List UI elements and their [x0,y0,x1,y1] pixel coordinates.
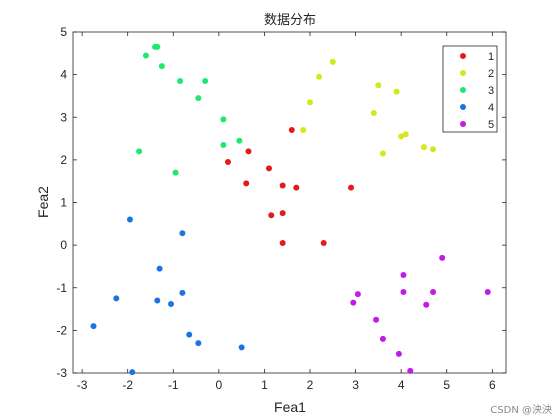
data-point-series-4 [179,289,186,296]
legend-label-2: 2 [488,68,494,80]
data-point-series-3 [220,141,227,148]
data-point-series-4 [154,297,161,304]
data-point-series-2 [393,88,400,95]
x-tick-label: 5 [443,378,450,392]
watermark-text: CSDN @泱泱 [490,405,552,416]
y-tick-label: -2 [56,323,67,337]
data-point-series-5 [423,301,430,308]
data-point-series-1 [265,165,272,172]
y-axis-label: Fea2 [35,186,51,218]
data-point-series-4 [90,323,97,330]
data-point-series-5 [373,316,380,323]
data-point-series-2 [300,127,307,134]
data-point-series-4 [129,369,136,376]
data-point-series-3 [195,95,202,102]
data-point-series-3 [177,78,184,85]
data-point-series-5 [350,299,357,306]
data-point-series-5 [400,271,407,278]
legend-marker-3 [460,87,466,93]
data-point-series-2 [402,131,409,138]
y-tick-label: 5 [60,25,67,39]
data-point-series-4 [113,295,120,302]
data-point-series-2 [375,82,382,89]
x-axis-label: Fea1 [274,399,306,415]
legend-marker-5 [460,121,466,127]
y-tick-label: 3 [60,110,67,124]
data-point-series-4 [179,230,186,237]
data-point-series-5 [430,289,437,296]
legend-box [442,45,498,133]
data-point-series-4 [156,265,163,272]
data-point-series-3 [142,52,149,59]
x-tick-label: 6 [489,378,496,392]
legend: 1 2 3 4 5 [442,45,498,133]
x-tick-label: -2 [122,378,133,392]
x-tick-label: 3 [352,378,359,392]
data-point-series-3 [172,169,179,176]
y-tick-label: 2 [60,153,67,167]
data-point-series-5 [400,289,407,296]
data-point-series-1 [279,239,286,246]
data-point-series-5 [439,254,446,261]
legend-marker-1 [460,53,466,59]
data-point-series-4 [126,216,133,223]
data-point-series-1 [348,184,355,191]
data-point-series-2 [420,144,427,151]
x-tick-label: -3 [77,378,88,392]
data-point-series-3 [154,43,161,50]
data-point-series-1 [268,212,275,219]
legend-label-3: 3 [488,85,494,97]
x-tick-label: -1 [168,378,179,392]
data-point-series-2 [430,146,437,153]
x-tick-label: 0 [216,378,223,392]
plot-area [72,31,507,374]
data-point-series-1 [288,127,295,134]
data-point-series-5 [484,289,491,296]
data-point-series-2 [316,73,323,80]
data-point-series-2 [329,58,336,65]
x-tick-label: 4 [398,378,405,392]
axis-ticks: -3 -2 -1 0 1 2 3 4 5 6 -3 -2 -1 0 1 2 3 4 5 [56,25,506,392]
data-point-series-2 [370,109,377,116]
data-point-series-5 [395,350,402,357]
legend-label-4: 4 [488,102,494,114]
data-points [90,43,491,376]
legend-marker-2 [460,70,466,76]
y-tick-label: 0 [60,238,67,252]
y-tick-label: 4 [60,68,67,82]
data-point-series-1 [279,182,286,189]
data-point-series-2 [379,150,386,157]
data-point-series-5 [354,291,361,298]
legend-label-1: 1 [488,51,494,63]
data-point-series-3 [158,63,165,70]
data-point-series-1 [224,159,231,166]
data-point-series-3 [136,148,143,155]
data-point-series-1 [320,239,327,246]
legend-marker-4 [460,104,466,110]
data-point-series-3 [236,137,243,144]
data-point-series-1 [243,180,250,187]
data-point-series-3 [220,116,227,123]
data-point-series-2 [398,133,405,140]
data-point-series-2 [307,99,314,106]
data-point-series-5 [379,335,386,342]
data-point-series-4 [186,331,193,338]
legend-label-5: 5 [488,119,494,131]
data-point-series-3 [202,78,209,85]
data-point-series-1 [293,184,300,191]
data-point-series-1 [279,210,286,217]
data-point-series-4 [167,300,174,307]
chart-title: 数据分布 [264,13,316,28]
y-tick-label: 1 [60,196,67,210]
data-point-series-5 [407,367,414,374]
data-point-series-1 [245,148,252,155]
y-tick-label: -3 [56,366,67,380]
x-tick-label: 2 [307,378,314,392]
x-tick-label: 1 [261,378,268,392]
y-tick-label: -1 [56,281,67,295]
data-point-series-4 [195,340,202,347]
data-point-series-4 [238,344,245,351]
